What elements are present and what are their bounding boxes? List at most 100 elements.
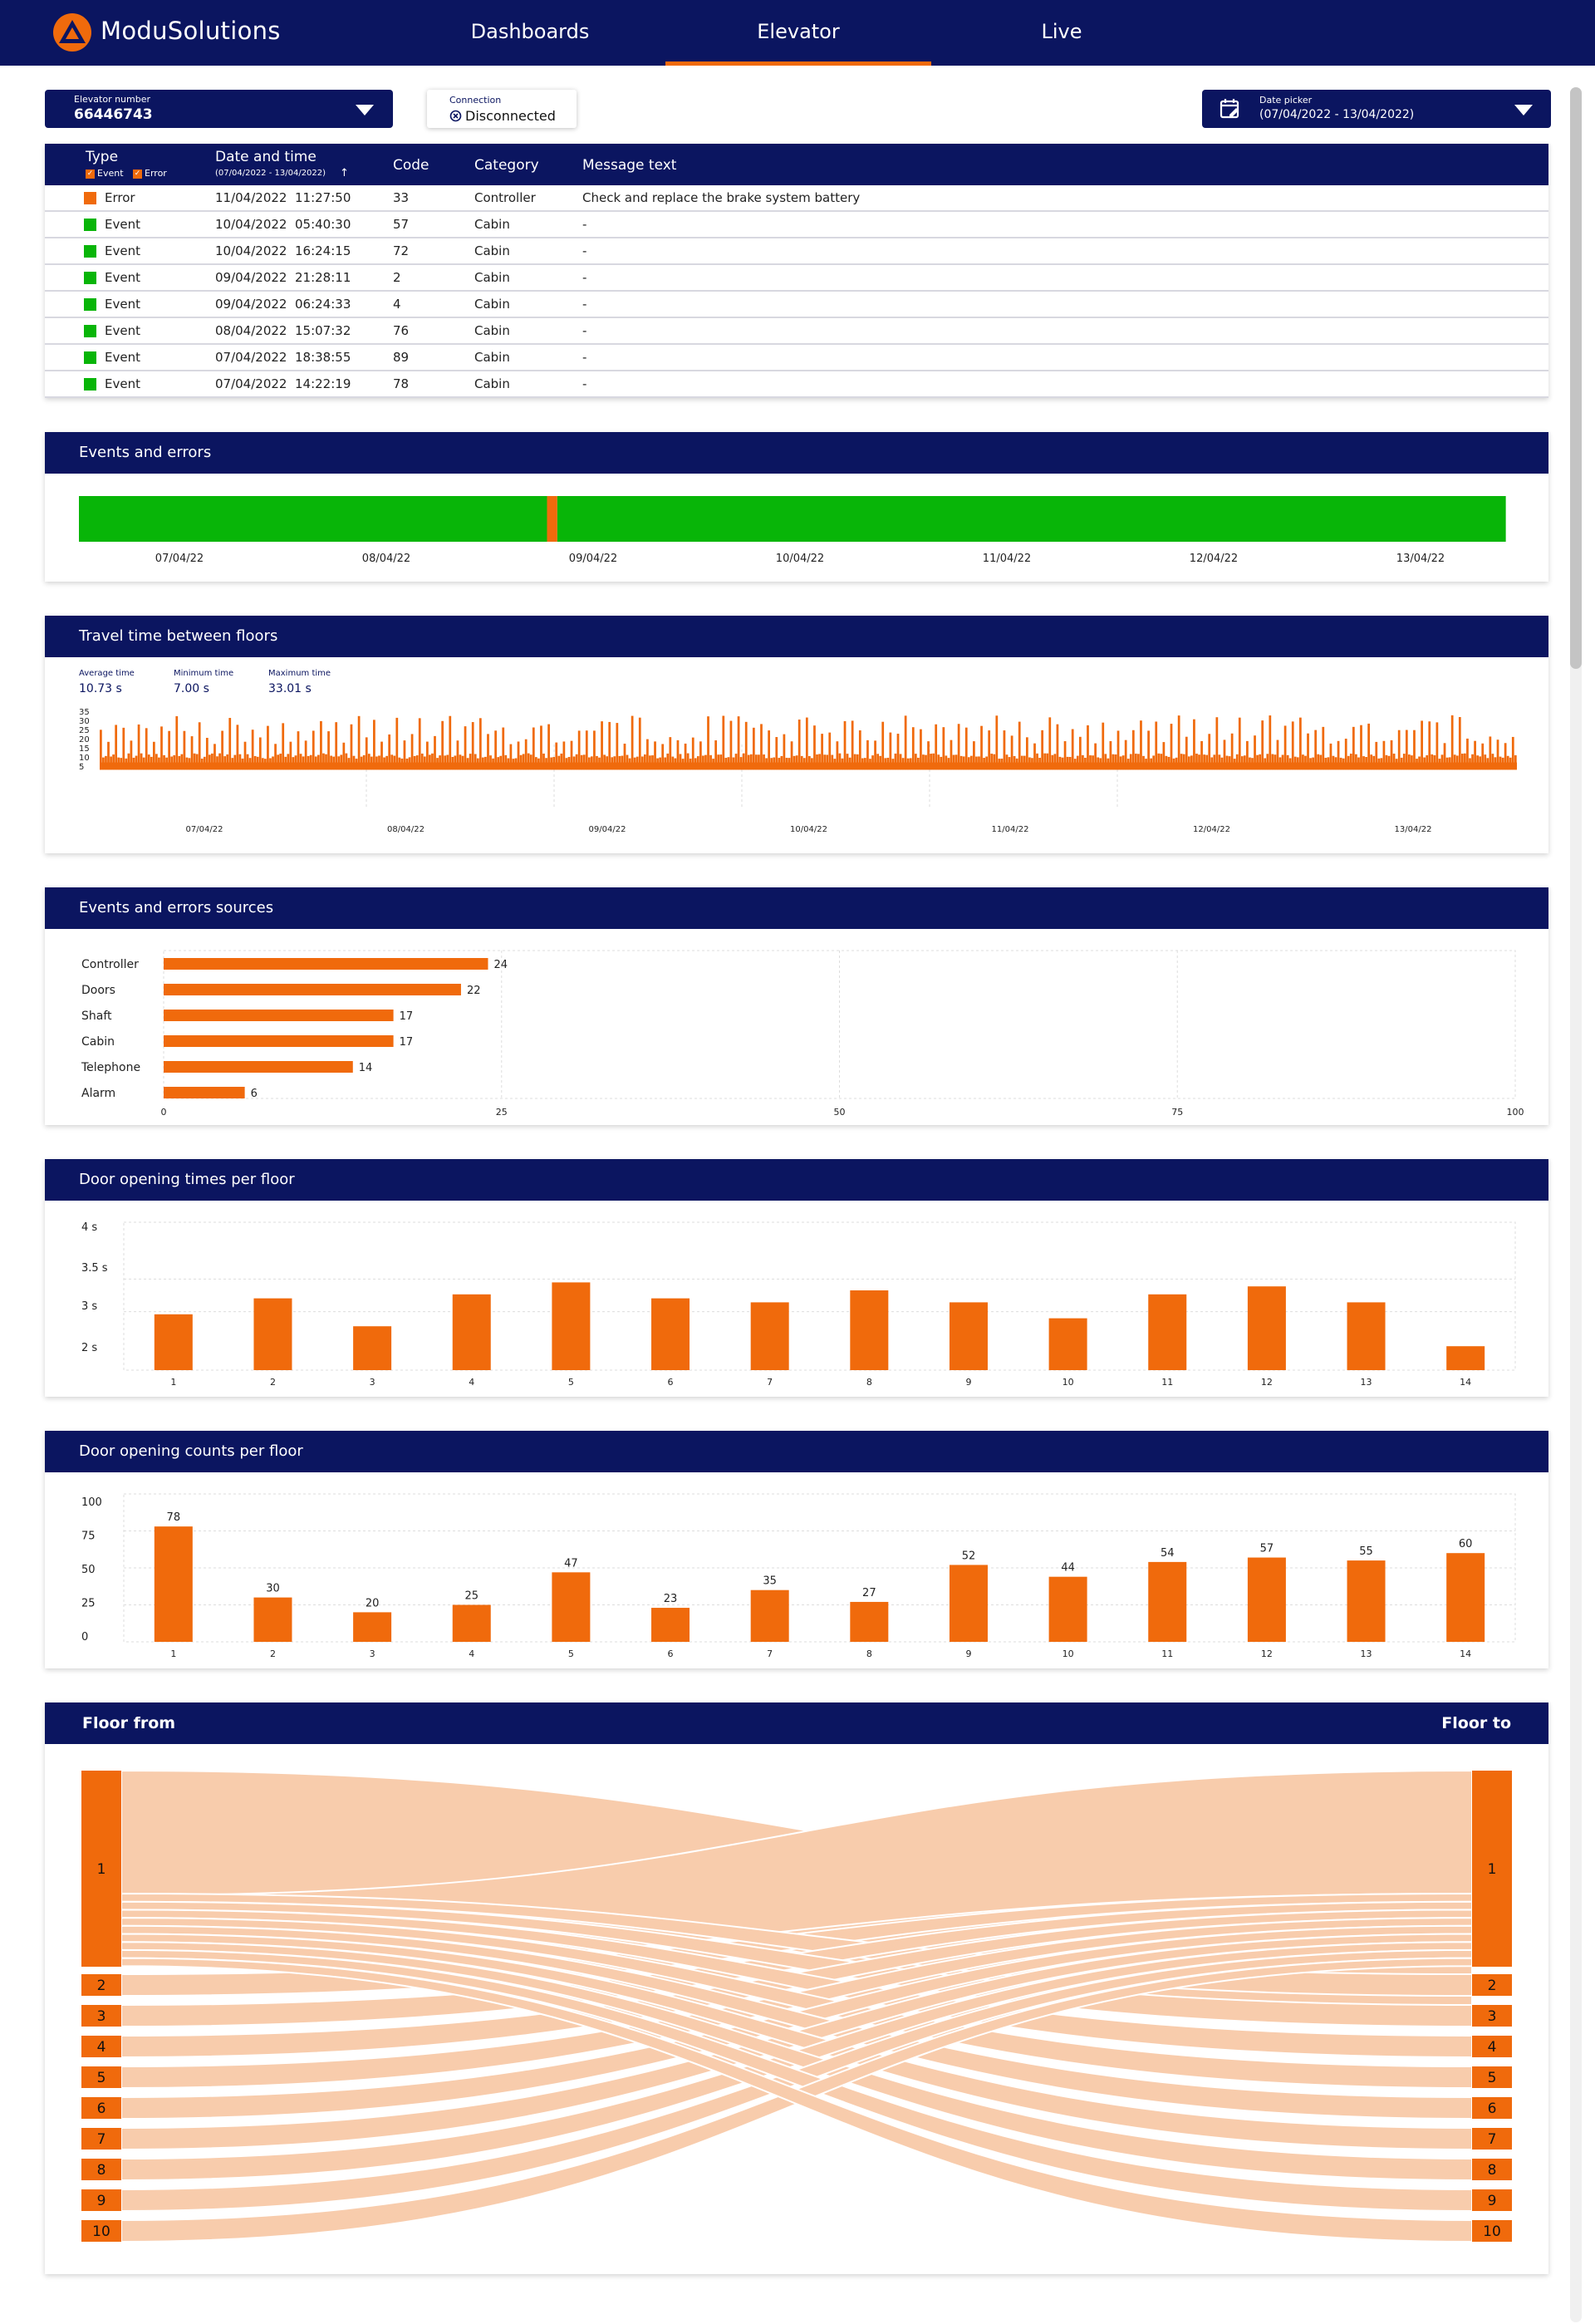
travel-time-bar — [1200, 740, 1203, 770]
event-filter-checkbox[interactable]: ✓ — [86, 169, 95, 179]
table-row[interactable]: Event 09/04/2022 06:24:33 4 Cabin - — [45, 292, 1548, 318]
door-times-bar — [1446, 1346, 1485, 1370]
travel-time-bar — [309, 754, 312, 770]
travel-time-bar — [1291, 721, 1294, 770]
door-times-x-tick: 9 — [965, 1377, 971, 1388]
column-header-code[interactable]: Code — [393, 157, 429, 174]
nav-tab-live[interactable]: Live — [1041, 20, 1082, 43]
travel-time-bar — [1283, 725, 1287, 770]
travel-time-bar — [322, 753, 325, 770]
travel-time-bar — [1185, 736, 1188, 770]
travel-time-bar — [643, 754, 646, 770]
sankey-node-from — [81, 1771, 121, 1967]
travel-time-bar — [853, 754, 856, 770]
travel-time-bar — [1048, 717, 1052, 770]
travel-time-bar — [547, 724, 550, 770]
cell-message: - — [582, 376, 587, 391]
table-row[interactable]: Error 11/04/2022 11:27:50 33 Controller Chec… — [45, 185, 1548, 212]
travel-time-bar — [1382, 740, 1386, 770]
nav-tab-elevator[interactable]: Elevator — [665, 0, 931, 66]
travel-stat-label: Maximum time — [268, 669, 331, 678]
sankey-node-from — [81, 2005, 121, 2027]
travel-time-bar — [236, 725, 239, 770]
travel-time-bar — [1162, 742, 1166, 770]
table-row[interactable]: Event 10/04/2022 05:40:30 57 Cabin - — [45, 212, 1548, 238]
table-row[interactable]: Event 08/04/2022 15:07:32 76 Cabin - — [45, 318, 1548, 345]
travel-time-bar — [577, 730, 581, 770]
travel-time-bar — [1235, 754, 1239, 770]
cell-category: Cabin — [474, 217, 510, 232]
event-marker-icon — [84, 325, 96, 337]
travel-time-bar — [747, 754, 750, 770]
sankey-node-to — [1472, 2066, 1512, 2088]
column-header-category[interactable]: Category — [474, 157, 539, 174]
travel-y-tick: 20 — [79, 735, 90, 744]
travel-time-bar — [995, 715, 999, 770]
travel-time-bar — [297, 731, 300, 770]
travel-time-bar — [714, 740, 718, 770]
sankey-node-from-label: 6 — [97, 2100, 106, 2117]
date-picker-label: Date picker — [1259, 95, 1313, 106]
travel-time-bar — [183, 730, 186, 770]
door-counts-bar — [253, 1597, 292, 1642]
door-counts-x-tick: 6 — [668, 1648, 674, 1659]
travel-time-bar — [190, 736, 194, 770]
column-header-datetime[interactable]: Date and time — [215, 149, 317, 165]
floor-to-title: Floor to — [1441, 1714, 1511, 1732]
door-times-y-tick: 4 s — [81, 1221, 97, 1234]
sort-arrow-up-icon[interactable]: ↑ — [340, 167, 349, 179]
travel-time-bar — [1259, 754, 1262, 770]
sankey-node-from — [81, 2036, 121, 2057]
travel-time-bar — [1033, 743, 1036, 770]
table-row[interactable]: Event 10/04/2022 16:24:15 72 Cabin - — [45, 238, 1548, 265]
table-row[interactable]: Event 09/04/2022 21:28:11 2 Cabin - — [45, 265, 1548, 292]
cell-code: 33 — [393, 190, 410, 205]
door-counts-bar — [750, 1589, 789, 1642]
door-counts-bar — [1048, 1576, 1087, 1642]
sankey-node-from — [81, 1974, 121, 1996]
date-picker[interactable]: Date picker (07/04/2022 - 13/04/2022) — [1202, 90, 1551, 128]
error-marker-icon — [84, 192, 96, 204]
travel-time-bar — [737, 716, 740, 770]
timeline-x-tick: 13/04/22 — [1396, 553, 1445, 565]
sankey-node-from-label: 3 — [97, 2008, 106, 2025]
sources-value-label: 6 — [251, 1088, 258, 1100]
travel-time-bar — [1131, 730, 1135, 770]
travel-time-bar — [502, 727, 505, 770]
column-header-type[interactable]: Type — [86, 149, 119, 165]
travel-time-bar — [137, 724, 140, 770]
door-times-x-tick: 13 — [1361, 1377, 1372, 1388]
column-header-message[interactable]: Message text — [582, 157, 677, 174]
door-counts-value-label: 20 — [366, 1597, 380, 1609]
table-header: Type ✓ Event ✓ Error Date and time (07/04/… — [45, 144, 1548, 185]
travel-time-bar — [1116, 730, 1120, 770]
door-counts-value-label: 35 — [763, 1575, 777, 1588]
table-row[interactable]: Event 07/04/2022 14:22:19 78 Cabin - — [45, 371, 1548, 398]
nav-tab-dashboards[interactable]: Dashboards — [470, 20, 590, 43]
travel-time-bar — [1392, 754, 1396, 770]
cell-type: Event — [105, 270, 140, 285]
sources-x-tick: 0 — [161, 1107, 167, 1118]
sankey-node-to — [1472, 1974, 1512, 1996]
cell-type: Error — [105, 190, 135, 205]
table-row[interactable]: Event 07/04/2022 18:38:55 89 Cabin - — [45, 345, 1548, 371]
travel-time-bar — [760, 724, 763, 770]
door-times-x-tick: 7 — [767, 1377, 773, 1388]
page-scrollbar-thumb[interactable] — [1570, 87, 1582, 669]
error-filter-checkbox[interactable]: ✓ — [133, 169, 143, 179]
travel-time-bar — [107, 741, 110, 770]
sources-value-label: 14 — [359, 1062, 373, 1074]
elevator-number-dropdown[interactable]: Elevator number 66446743 — [45, 90, 393, 128]
door-counts-bar — [949, 1565, 988, 1642]
travel-time-bar — [775, 737, 778, 770]
travel-time-bar — [1491, 754, 1494, 770]
travel-time-bar — [1355, 754, 1357, 770]
cell-code: 89 — [393, 350, 410, 365]
travel-time-bar — [646, 739, 649, 770]
travel-time-bar — [115, 725, 118, 770]
travel-time-bar — [441, 720, 444, 770]
travel-time-bar — [1370, 754, 1373, 770]
date-picker-value: (07/04/2022 - 13/04/2022) — [1259, 108, 1415, 121]
travel-time-bar — [1453, 754, 1456, 770]
door-counts-y-tick: 100 — [81, 1496, 102, 1509]
